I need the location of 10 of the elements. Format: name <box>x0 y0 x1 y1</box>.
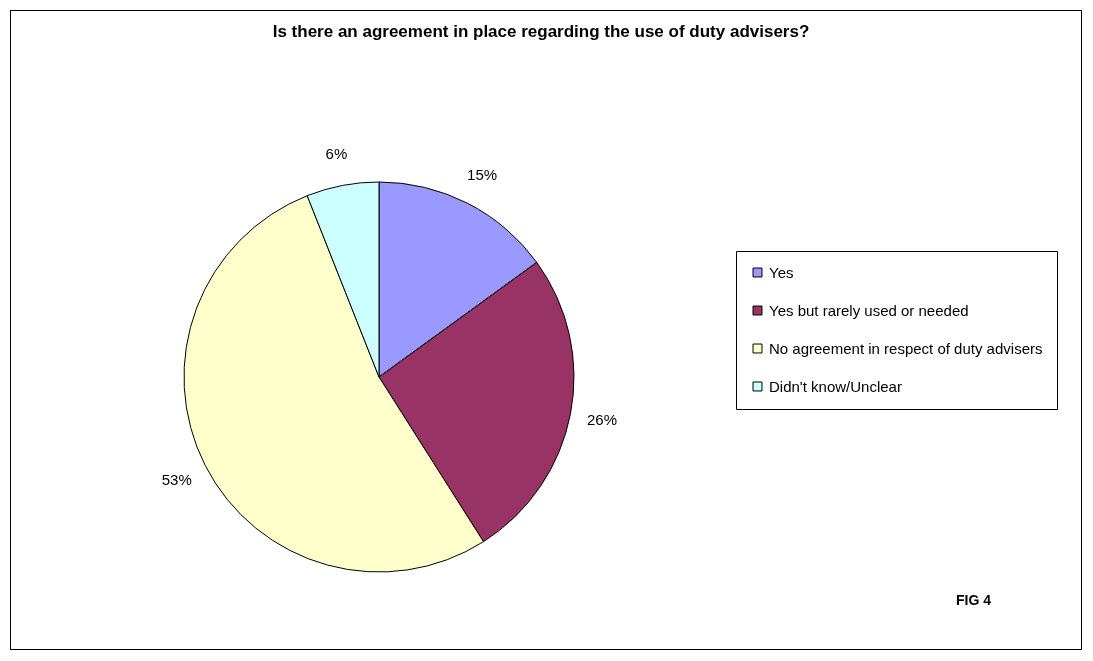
data-label: 53% <box>161 471 192 489</box>
data-label: 15% <box>467 165 498 183</box>
data-label: 6% <box>325 145 348 163</box>
legend-label: Yes <box>769 263 794 281</box>
chart-title: Is there an agreement in place regarding the use of duty advisers? <box>272 22 810 41</box>
legend-label: No agreement in respect of duty advisers <box>769 339 1043 357</box>
data-label: 26% <box>586 410 617 428</box>
legend-label: Didn't know/Unclear <box>769 377 902 395</box>
legend-label: Yes but rarely used or needed <box>769 301 969 319</box>
caption: FIG 4 <box>956 592 992 608</box>
